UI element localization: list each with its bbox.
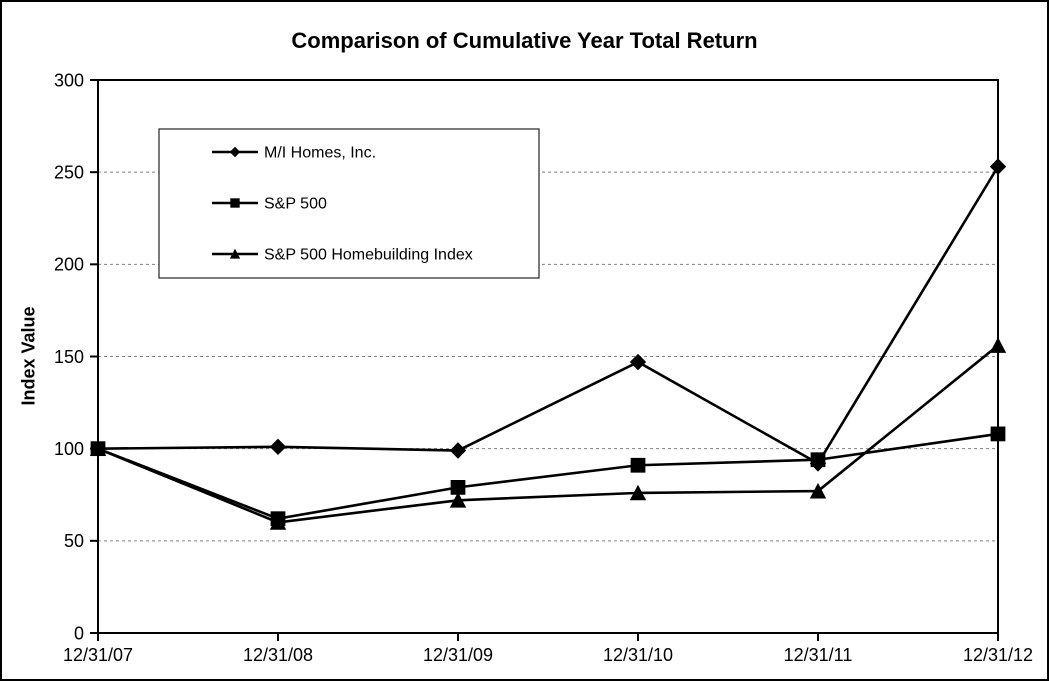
marker-series0-pt2: [449, 442, 467, 459]
marker-series1-pt2: [450, 479, 466, 495]
series-line-2: [97, 344, 999, 524]
x-tick-label-0: 12/31/07: [63, 645, 133, 665]
legend-triangle-icon: [229, 248, 241, 259]
legend-diamond-icon: [229, 146, 241, 158]
marker-series1-pt3: [630, 457, 646, 473]
marker-series2-pt3: [629, 484, 647, 501]
marker-series2-pt4: [809, 482, 827, 499]
marker-series2-pt2: [449, 492, 467, 508]
y-tick-label-100: 100: [54, 439, 84, 459]
marker-series1-pt5: [990, 426, 1006, 442]
legend: M/I Homes, Inc. S&P 500 S&P 500 Homebuildi…: [158, 128, 540, 279]
legend-item-2: S&P 500 Homebuilding Index: [212, 247, 473, 264]
marker-series0-pt1: [269, 438, 287, 456]
x-tick-label-5: 12/31/12: [963, 645, 1033, 665]
marker-series0-pt3: [629, 353, 647, 371]
y-tick-label-50: 50: [64, 531, 84, 551]
marker-series1-pt1: [270, 511, 286, 527]
y-tick-label-0: 0: [74, 623, 84, 643]
x-tick-label-4: 12/31/11: [784, 645, 853, 665]
marker-series1-pt0: [90, 441, 106, 457]
y-tick-label-300: 300: [54, 70, 84, 90]
legend-label-0: M/I Homes, Inc.: [264, 145, 376, 162]
y-tick-label-150: 150: [54, 347, 84, 367]
legend-label-2: S&P 500 Homebuilding Index: [264, 247, 473, 264]
y-tick-label-250: 250: [54, 162, 84, 182]
legend-item-0: M/I Homes, Inc.: [212, 145, 376, 162]
marker-series0-pt5: [989, 158, 1007, 175]
legend-label-1: S&P 500: [264, 196, 327, 213]
chart-title: Comparison of Cumulative Year Total Retu…: [291, 28, 758, 53]
series-line-1: [97, 432, 999, 521]
x-tick-label-3: 12/31/10: [603, 645, 673, 665]
y-tick-label-200: 200: [54, 255, 84, 275]
x-tick-label-2: 12/31/09: [423, 645, 493, 665]
marker-series1-pt4: [810, 452, 826, 468]
legend-item-1: S&P 500: [212, 196, 327, 213]
legend-square-icon: [230, 198, 240, 208]
marker-series2-pt5: [989, 337, 1007, 353]
x-tick-label-1: 12/31/08: [243, 645, 313, 665]
series-line-0: [97, 165, 1000, 466]
